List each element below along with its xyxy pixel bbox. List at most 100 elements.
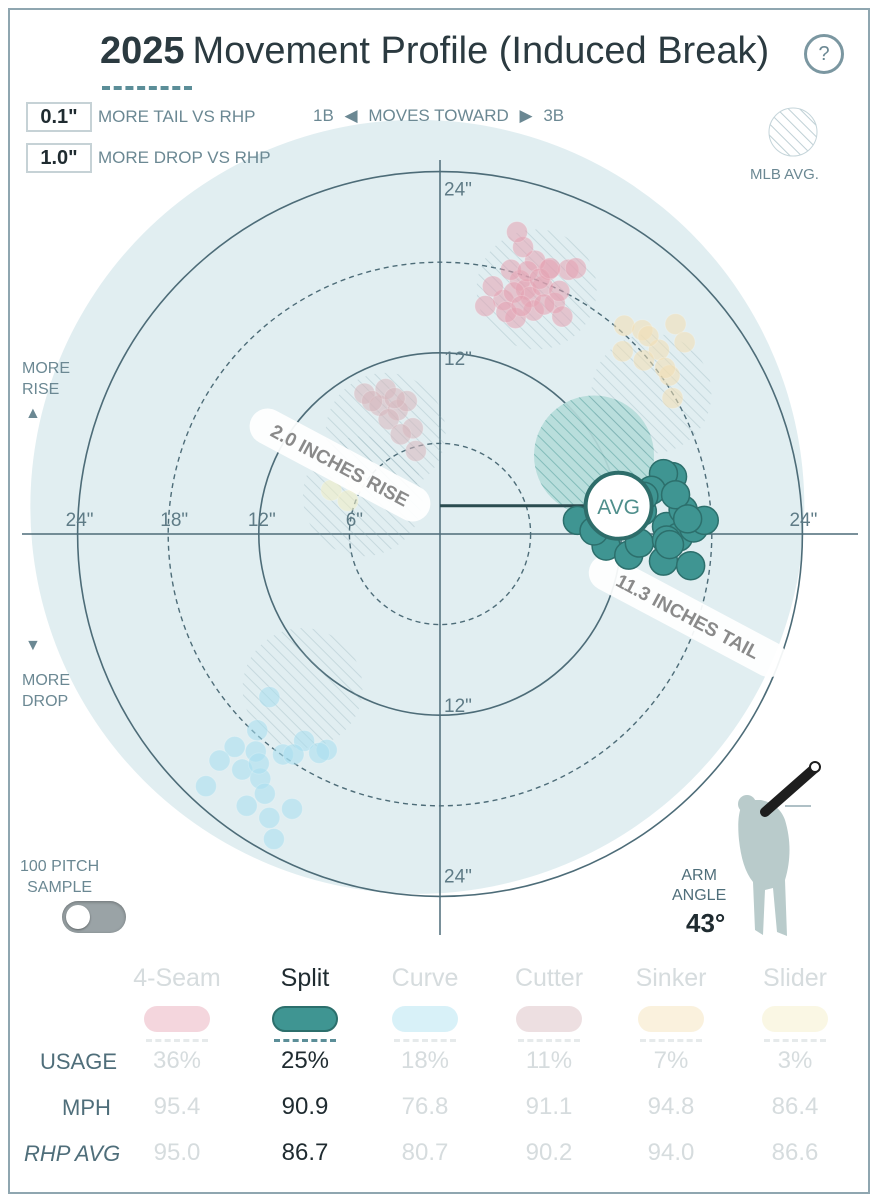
title-text: Movement Profile (Induced Break) xyxy=(192,30,770,72)
data-point xyxy=(533,293,556,316)
data-point xyxy=(661,387,684,410)
table-cell: 94.8 xyxy=(647,1093,695,1120)
pitch-tab-split[interactable]: Split xyxy=(280,964,330,992)
table-cell: 18% xyxy=(400,1047,450,1074)
x-tick-label: 24" xyxy=(66,510,94,531)
down-triangle-icon: ▼ xyxy=(25,637,41,654)
pitcher-figure xyxy=(738,761,821,936)
avg-marker xyxy=(583,470,654,541)
arm-angle-value: 43° xyxy=(686,908,726,938)
pitch-color-pill[interactable] xyxy=(392,1006,458,1032)
table-cell: 94.0 xyxy=(647,1139,695,1166)
data-point xyxy=(383,387,406,410)
drop-delta-label: MORE DROP VS RHP xyxy=(98,148,271,167)
pitcher-body xyxy=(738,800,790,936)
triangle-left-icon: ◀ xyxy=(344,106,358,125)
title-year: 2025 xyxy=(100,30,185,72)
direction-right: 3B xyxy=(543,106,565,125)
pitch-color-pill[interactable] xyxy=(516,1006,582,1032)
pitch-color-pill[interactable] xyxy=(638,1006,704,1032)
x-tick-label: 6" xyxy=(346,510,363,531)
table-cell: 7% xyxy=(653,1047,689,1074)
data-point xyxy=(506,221,529,243)
data-point xyxy=(474,294,497,317)
rise-callout-bg xyxy=(249,408,431,522)
table-cell: 80.7 xyxy=(401,1139,449,1166)
pitch-tab-4-seam[interactable]: 4-Seam xyxy=(133,964,221,992)
table-cell: 86.4 xyxy=(771,1093,819,1120)
sample-toggle[interactable] xyxy=(62,901,126,933)
pill-underline xyxy=(394,1039,456,1042)
pitch-color-pill[interactable] xyxy=(762,1006,828,1032)
up-triangle-icon: ▲ xyxy=(25,405,41,422)
data-point xyxy=(282,743,305,766)
x-tick-label: 18" xyxy=(160,510,188,531)
pill-underline xyxy=(640,1039,702,1042)
pitch-tab-sinker[interactable]: Sinker xyxy=(635,964,707,992)
data-point xyxy=(258,806,281,829)
data-point xyxy=(262,828,285,851)
tail-delta-label: MORE TAIL VS RHP xyxy=(98,107,256,126)
table-cell: 90.2 xyxy=(525,1139,573,1166)
direction-middle: MOVES TOWARD xyxy=(368,106,509,125)
table-cell: 3% xyxy=(777,1047,813,1074)
table-cell: 36% xyxy=(152,1047,202,1074)
data-point xyxy=(664,313,687,336)
data-point xyxy=(389,423,412,446)
data-point xyxy=(632,349,655,372)
data-point xyxy=(404,439,427,462)
y-tick-label: 24" xyxy=(444,866,472,887)
table-cell: 95.0 xyxy=(153,1139,201,1166)
tail-callout-bg xyxy=(588,554,788,678)
data-point xyxy=(551,305,574,328)
data-point xyxy=(611,340,634,363)
pitch-color-pill[interactable] xyxy=(272,1006,338,1032)
pill-underline xyxy=(518,1039,580,1042)
split-point xyxy=(654,529,685,560)
avg-label: AVG xyxy=(597,496,640,519)
data-point xyxy=(673,331,696,354)
data-point xyxy=(235,794,258,817)
data-point xyxy=(336,489,359,512)
sample-label: 100 PITCH SAMPLE xyxy=(20,858,100,896)
data-point xyxy=(223,735,246,758)
pitcher-head xyxy=(738,795,756,813)
table-cell: 86.7 xyxy=(281,1139,329,1166)
y-tick-label: 12" xyxy=(444,696,472,717)
help-icon[interactable]: ? xyxy=(804,34,844,74)
triangle-right-icon: ▶ xyxy=(519,106,533,125)
data-point xyxy=(208,749,231,772)
mlb-avg-zone xyxy=(591,333,712,454)
data-point xyxy=(510,294,533,317)
pill-underline xyxy=(764,1039,826,1042)
split-point xyxy=(672,504,703,534)
more-rise-label: MORE RISE xyxy=(22,360,70,398)
mlb-avg-legend-label: MLB AVG. xyxy=(750,166,819,183)
split-point xyxy=(660,479,691,510)
data-point xyxy=(361,390,384,413)
data-point xyxy=(194,775,217,798)
arm-angle-label: ARM ANGLE xyxy=(672,867,727,904)
data-point xyxy=(246,719,269,742)
pitch-tab-curve[interactable]: Curve xyxy=(391,964,459,992)
pitcher-arm xyxy=(760,763,820,817)
table-cell: 76.8 xyxy=(401,1093,449,1120)
table-cell: 90.9 xyxy=(281,1093,329,1120)
table-cell: 11% xyxy=(525,1047,573,1074)
data-point xyxy=(613,314,636,337)
direction-left: 1B xyxy=(313,106,334,125)
table-cell: 25% xyxy=(280,1047,330,1074)
chart-title: 2025 Movement Profile (Induced Break) xyxy=(100,30,769,73)
data-point xyxy=(637,325,660,348)
pitch-tab-cutter[interactable]: Cutter xyxy=(514,964,584,992)
table-cell: 95.4 xyxy=(153,1093,201,1120)
direction-legend: 1B ◀ MOVES TOWARD ▶ 3B xyxy=(313,106,564,126)
data-point xyxy=(548,279,571,302)
row-label-rhp-avg: RHP AVG xyxy=(24,1141,121,1166)
table-cell: 86.6 xyxy=(771,1139,819,1166)
toggle-knob xyxy=(66,905,90,929)
pitch-tab-slider[interactable]: Slider xyxy=(763,964,827,992)
table-cell: 91.1 xyxy=(525,1093,573,1120)
pitch-color-pill[interactable] xyxy=(144,1006,210,1032)
